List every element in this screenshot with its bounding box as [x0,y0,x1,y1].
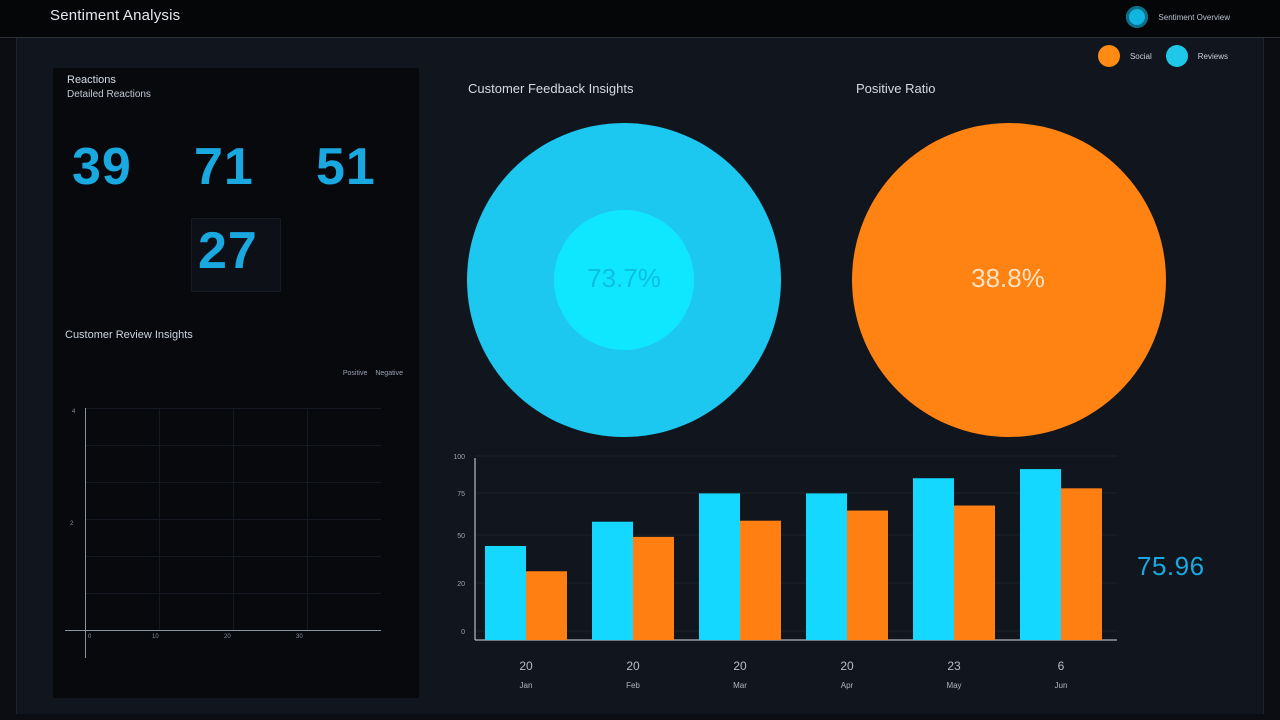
metric-highlight-box [191,218,281,292]
x-tick-label: 20 [224,634,231,640]
x-tick-label: 0 [88,634,92,640]
social-legend-label: Social [1129,51,1152,61]
x-tick-label: 30 [296,634,303,640]
review-insights-title: Customer Review Insights [65,329,193,341]
mini-legend-positive: Positive [342,370,368,377]
x-axis [65,630,381,631]
reviews-legend-dot [1165,45,1188,67]
social-legend-dot [1097,45,1120,67]
account-icon[interactable] [1126,6,1149,28]
bar-top-tick-label: 20 [840,659,854,673]
positive-ratio-title: Positive Ratio [856,81,936,96]
feedback-donut-center [554,210,694,350]
reviews-legend-label: Reviews [1197,51,1228,61]
mini-legend-negative: Negative [375,370,403,377]
metric-value: 71 [194,138,254,196]
bar-category-label: Feb [626,681,640,690]
bar-top-tick-label: 6 [1058,659,1065,673]
reviews-bar[interactable] [913,478,954,640]
top-right-link[interactable]: Sentiment Overview [1158,12,1230,22]
social-bar[interactable] [847,510,888,640]
top-right-actions: Sentiment Overview [1126,6,1230,28]
feedback-percentage: 73.7% [587,263,661,293]
metric-value: 27 [198,222,258,280]
bar-chart-labels: 0 20 50 75 100 20 Jan 20 Feb 20 Mar 20 Apr 23 May 6 Jun [453,454,1067,690]
bar-category-label: Apr [841,681,854,690]
reactions-subtitle: Detailed Reactions [67,89,151,100]
empty-chart-grid [85,408,381,630]
bar-top-tick-label: 20 [733,659,747,673]
bar-category-label: Jan [520,681,533,690]
bar-chart-grid [475,455,1117,632]
app-title: Sentiment Analysis [50,7,181,24]
y-tick-label: 4 [72,409,76,415]
bar-category-label: Mar [733,681,747,690]
bar-y-tick-label: 75 [457,491,465,498]
reviews-bar[interactable] [1020,469,1061,640]
reactions-title: Reactions [67,74,116,86]
series-legend: Social Reviews [1097,45,1232,67]
metric-value: 39 [72,138,132,196]
y-tick-label: 2 [70,521,74,527]
reviews-bar[interactable] [485,545,526,640]
social-bar[interactable] [740,520,781,640]
bar-top-tick-label: 20 [626,659,640,673]
bar-y-tick-label: 20 [457,581,465,588]
social-bar[interactable] [1061,488,1102,640]
positive-ratio-donut-chart [852,123,1166,437]
social-bar[interactable] [633,536,674,640]
customer-feedback-title: Customer Feedback Insights [468,81,634,96]
bar-series [485,469,1102,640]
social-bar[interactable] [526,571,567,640]
top-bar: Sentiment Analysis Sentiment Overview [0,0,1280,38]
bar-category-label: May [946,681,961,690]
reviews-bar[interactable] [806,493,847,640]
bar-y-tick-label: 50 [457,533,465,540]
bar-top-tick-label: 20 [519,659,533,673]
bar-top-tick-label: 23 [947,659,961,673]
y-axis [85,408,86,658]
bar-category-label: Jun [1055,681,1068,690]
bar-y-tick-label: 0 [461,629,465,636]
reactions-panel: Reactions Detailed Reactions 39 71 51 27… [53,68,419,698]
social-bar[interactable] [954,505,995,640]
reviews-bar[interactable] [699,493,740,640]
x-tick-label: 10 [152,634,159,640]
metric-value: 51 [316,138,376,196]
mini-legend: Positive Negative [343,370,403,377]
reviews-bar[interactable] [592,521,633,640]
bar-y-tick-label: 100 [453,454,465,461]
summary-value: 75.96 [1137,551,1205,581]
positive-ratio-percentage: 38.8% [971,263,1045,293]
